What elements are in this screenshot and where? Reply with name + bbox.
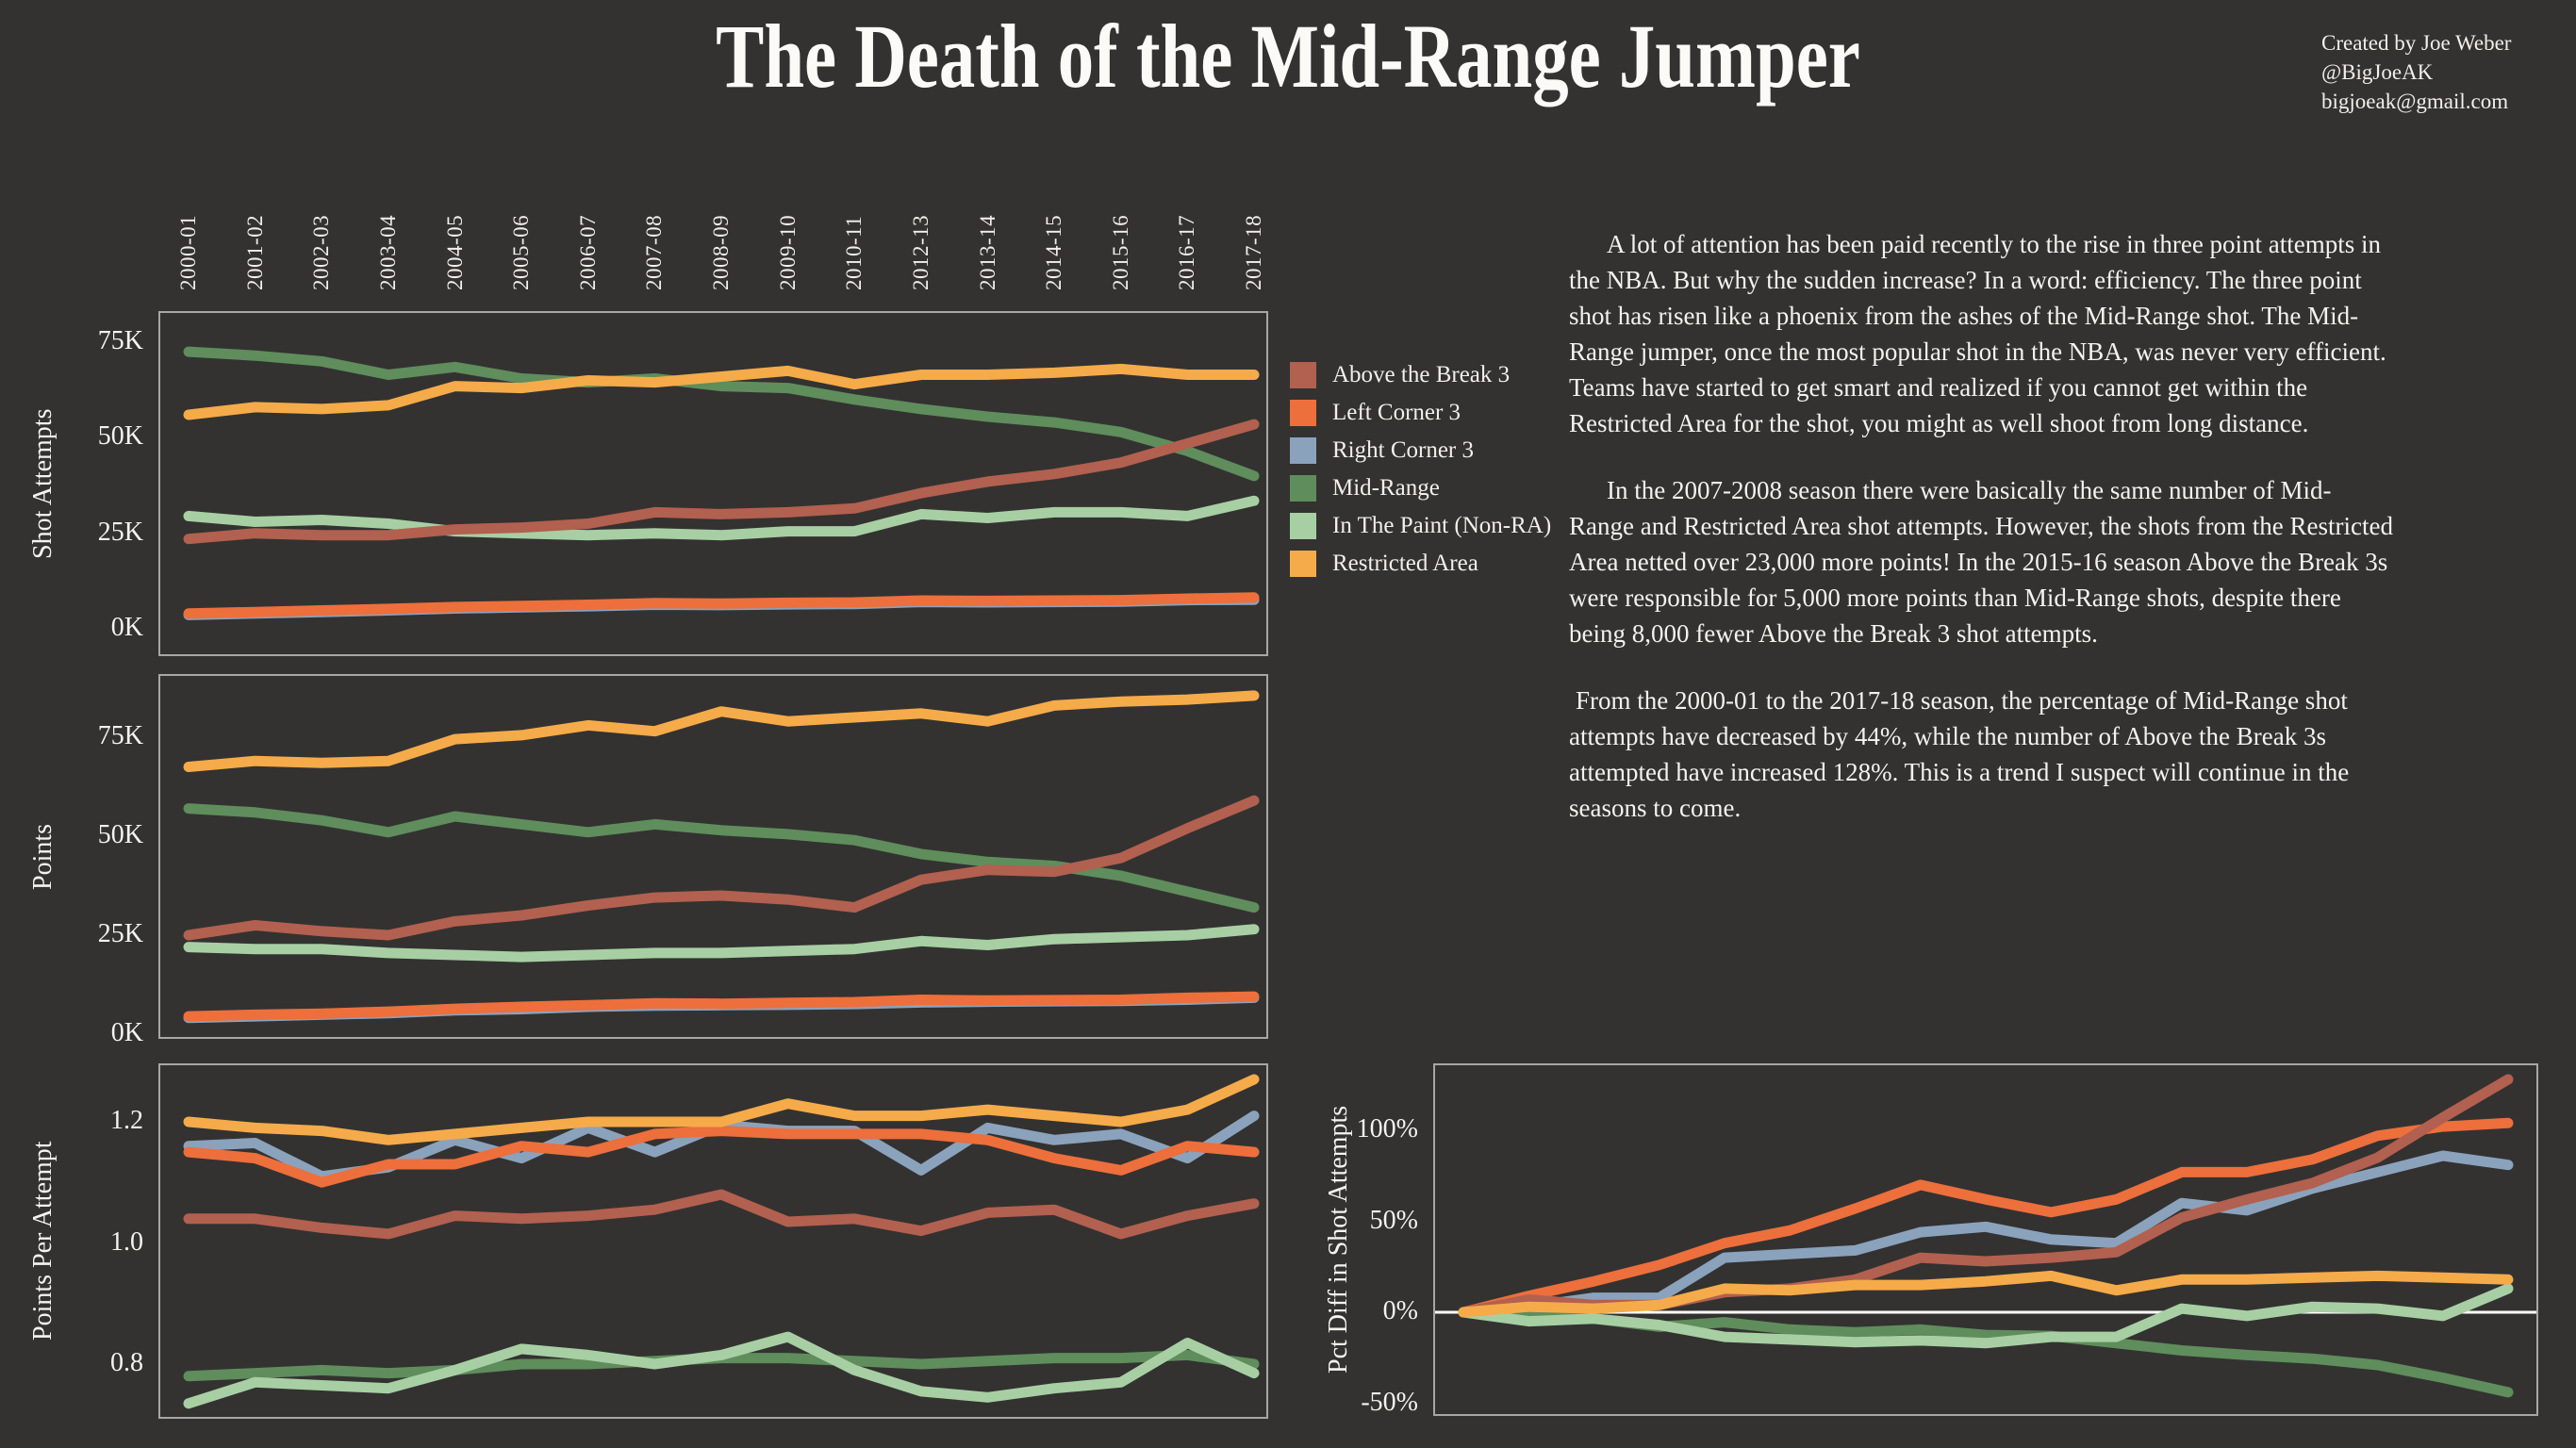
season-label-2000-01: 2000-01 — [176, 214, 200, 290]
season-label-2014-15: 2014-15 — [1042, 214, 1066, 290]
season-label-2003-04: 2003-04 — [375, 214, 400, 290]
legend-label: Left Corner 3 — [1332, 400, 1461, 425]
article-paragraph-3: From the 2000-01 to the 2017-18 season, … — [1569, 686, 2350, 822]
article-text: A lot of attention has been paid recentl… — [1569, 226, 2393, 857]
line-restricted-area — [183, 690, 1260, 772]
page-title: The Death of the Mid-Range Jumper — [716, 6, 1860, 107]
credit-email: bigjoeak@gmail.com — [2321, 90, 2509, 113]
chart-plot-area — [1435, 1074, 2536, 1398]
y-tick-pct-diff-0: 0% — [1382, 1296, 1418, 1325]
y-tick-shot-attempts-0K: 0K — [110, 613, 143, 642]
season-label-2006-07: 2006-07 — [575, 214, 600, 290]
legend-swatch — [1290, 362, 1316, 388]
line-right-corner-3 — [1458, 1150, 2514, 1318]
line-in-the-paint-non-ra- — [183, 1331, 1260, 1409]
y-tick-shot-attempts-50K: 50K — [97, 421, 143, 452]
season-label-2007-08: 2007-08 — [642, 214, 667, 290]
season-label-2001-02: 2001-02 — [242, 214, 267, 290]
y-tick-points-per-attempt-1.2: 1.2 — [110, 1106, 143, 1135]
chart-points-per-attempt — [158, 1063, 1268, 1419]
legend-swatch — [1290, 475, 1316, 502]
article-paragraph-1: A lot of attention has been paid recentl… — [1569, 230, 2386, 437]
y-tick-pct-diff--50: -50% — [1361, 1387, 1418, 1417]
line-above-the-break-3 — [183, 419, 1260, 545]
legend-item-left-corner-3[interactable]: Left Corner 3 — [1290, 400, 1551, 426]
y-tick-points-0K: 0K — [110, 1018, 143, 1047]
y-tick-points-per-attempt-0.8: 0.8 — [110, 1348, 143, 1377]
line-in-the-paint-non-ra- — [183, 924, 1260, 963]
y-tick-pct-diff-100: 100% — [1356, 1114, 1418, 1144]
season-label-2015-16: 2015-16 — [1108, 214, 1132, 290]
legend-item-right-corner-3[interactable]: Right Corner 3 — [1290, 437, 1551, 464]
legend-swatch — [1290, 437, 1316, 464]
y-tick-points-50K: 50K — [97, 820, 143, 849]
y-tick-points-25K: 25K — [97, 919, 143, 948]
line-mid-range — [183, 346, 1260, 482]
season-label-2002-03: 2002-03 — [309, 214, 334, 290]
chart-points — [158, 674, 1268, 1039]
legend-item-mid-range[interactable]: Mid-Range — [1290, 475, 1551, 502]
y-tick-shot-attempts-25K: 25K — [97, 517, 143, 547]
legend-swatch — [1290, 513, 1316, 539]
legend-label: Right Corner 3 — [1332, 437, 1474, 463]
legend-swatch — [1290, 551, 1316, 577]
y-tick-points-per-attempt-1.0: 1.0 — [110, 1226, 143, 1257]
legend-label: In The Paint (Non-RA) — [1332, 513, 1552, 538]
line-above-the-break-3 — [183, 1189, 1260, 1240]
season-label-2009-10: 2009-10 — [775, 214, 800, 290]
y-axis-title-shot-attempts: Shot Attempts — [28, 408, 58, 559]
season-label-2017-18: 2017-18 — [1242, 214, 1265, 290]
line-in-the-paint-non-ra- — [1458, 1283, 2514, 1349]
legend-swatch — [1290, 400, 1316, 426]
chart-plot-area — [183, 346, 1260, 620]
line-in-the-paint-non-ra- — [183, 495, 1260, 541]
y-tick-pct-diff-50: 50% — [1369, 1205, 1418, 1235]
line-restricted-area — [183, 363, 1260, 420]
article-paragraph-2: In the 2007-2008 season there were basic… — [1569, 476, 2393, 648]
season-label-2010-11: 2010-11 — [842, 215, 867, 290]
legend-label: Mid-Range — [1332, 475, 1440, 501]
line-restricted-area — [183, 1074, 1260, 1145]
season-label-2013-14: 2013-14 — [975, 214, 999, 290]
chart-plot-area — [183, 690, 1260, 1024]
season-label-2004-05: 2004-05 — [442, 214, 467, 290]
season-label-2008-09: 2008-09 — [709, 214, 733, 290]
y-tick-shot-attempts-75K: 75K — [97, 326, 143, 355]
credit-twitter-handle: @BigJoeAK — [2321, 60, 2434, 84]
legend-item-in-the-paint-non-ra-[interactable]: In The Paint (Non-RA) — [1290, 513, 1551, 539]
line-left-corner-3 — [183, 991, 1260, 1022]
season-label-2012-13: 2012-13 — [908, 214, 933, 290]
chart-pct-diff — [1433, 1063, 2538, 1416]
y-tick-points-75K: 75K — [97, 721, 143, 750]
credit-block: Created by Joe Weber @BigJoeAK bigjoeak@… — [2321, 28, 2511, 116]
legend: Above the Break 3 Left Corner 3 Right Corn… — [1290, 362, 1551, 588]
line-left-corner-3 — [1458, 1117, 2514, 1318]
legend-item-restricted-area[interactable]: Restricted Area — [1290, 551, 1551, 577]
line-left-corner-3 — [183, 1126, 1260, 1188]
line-restricted-area — [1458, 1270, 2514, 1318]
line-left-corner-3 — [183, 592, 1260, 619]
legend-label: Restricted Area — [1332, 551, 1478, 576]
credit-author: Created by Joe Weber — [2321, 31, 2512, 55]
chart-shot-attempts — [158, 311, 1268, 656]
season-label-2016-17: 2016-17 — [1175, 214, 1199, 290]
line-above-the-break-3 — [183, 795, 1260, 941]
legend-item-above-the-break-3[interactable]: Above the Break 3 — [1290, 362, 1551, 388]
season-label-2005-06: 2005-06 — [509, 214, 534, 290]
legend-label: Above the Break 3 — [1332, 362, 1511, 387]
chart-plot-area — [183, 1074, 1260, 1409]
